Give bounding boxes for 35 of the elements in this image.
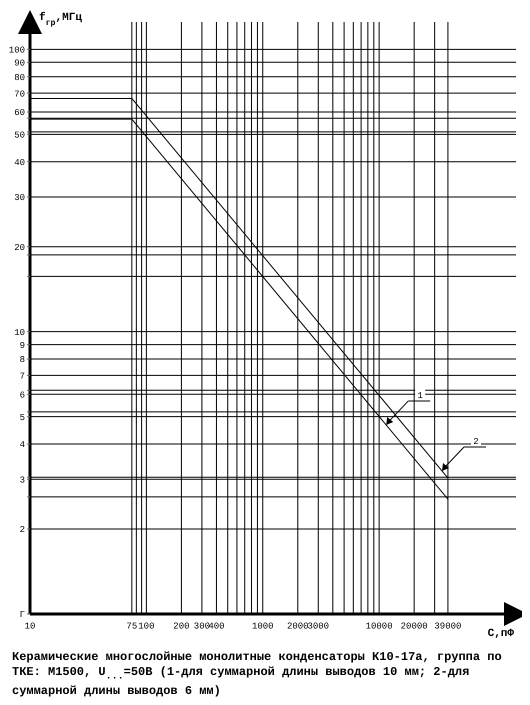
y-tick-label: 7 (20, 372, 25, 382)
y-tick-label: 80 (14, 72, 25, 83)
y-tick-label: 70 (14, 89, 25, 100)
y-tick-label: 60 (14, 108, 25, 118)
y-tick-label: 90 (14, 58, 25, 68)
x-tick-label: 10000 (366, 621, 393, 632)
x-tick-label: 200 (173, 621, 190, 632)
x-tick-label: 400 (208, 621, 225, 632)
x-tick-label: 75 (126, 621, 138, 632)
x-axis-title: С,пФ (488, 628, 514, 640)
y-tick-label: 9 (20, 340, 25, 351)
y-tick-label: 5 (20, 412, 25, 423)
y-tick-label: 3 (20, 475, 25, 486)
y-tick-label: 100 (8, 46, 25, 56)
annotation: 1 (417, 391, 423, 402)
x-tick-label: 20000 (400, 621, 428, 632)
x-tick-label: 100 (138, 621, 154, 632)
y-tick-label: 30 (14, 193, 25, 204)
x-tick-label: 300 (194, 621, 210, 632)
text: Керамические многослойные монолитные конденсаторы К10-17а, группа по ТКЕ: М1500, U$_{...}$=50В (1-для суммарной длины выводов 10 мм; 2-для суммарной длины выводов 6 мм) (12, 650, 503, 700)
y-tick-label: 50 (14, 130, 25, 141)
y-tick-label: 20 (14, 242, 25, 253)
y-tick-label: 40 (14, 158, 25, 168)
x-tick-label: 39000 (434, 621, 462, 632)
y-tick-label: 4 (20, 440, 25, 450)
y-tick-label: 10 (14, 328, 25, 338)
y-tick-label: 6 (20, 390, 25, 401)
y-tick-label: Г (20, 610, 25, 620)
y-tick-label: 2 (20, 525, 25, 536)
annotation: 2 (473, 437, 479, 448)
x-tick-label: 2000 (286, 621, 309, 632)
x-tick-label: 1000 (252, 621, 274, 632)
x-tick-label: 3000 (307, 621, 330, 632)
y-tick-label: 8 (20, 355, 25, 366)
y-axis-title: f$_{гр}$,МГц (39, 11, 82, 28)
